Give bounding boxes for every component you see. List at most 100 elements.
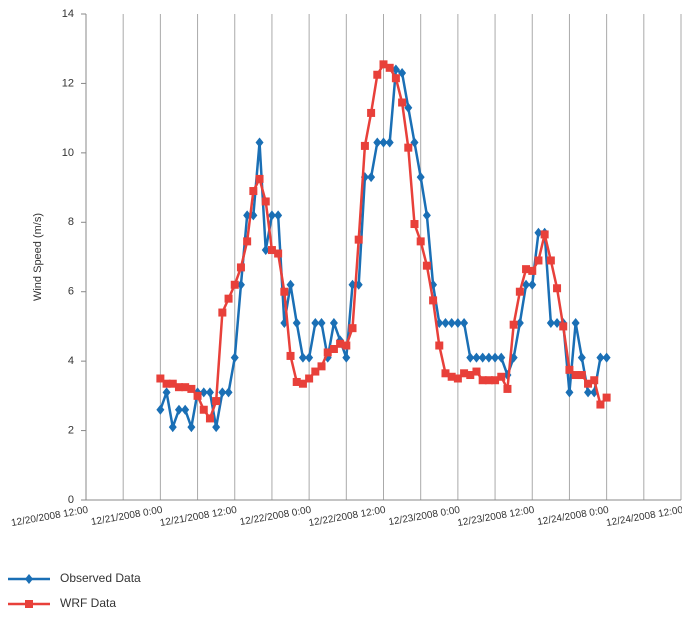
- data-point: [546, 256, 555, 265]
- data-point: [261, 197, 270, 206]
- x-tick-label: 12/21/2008 0:00: [90, 505, 164, 528]
- data-point: [292, 377, 301, 386]
- data-point: [156, 404, 165, 415]
- data-point: [379, 60, 388, 69]
- data-point: [187, 422, 196, 433]
- data-point: [367, 172, 376, 183]
- data-point: [329, 317, 338, 328]
- data-point: [503, 384, 512, 393]
- data-point: [422, 261, 431, 270]
- data-point: [398, 68, 407, 79]
- data-point: [385, 63, 394, 72]
- data-point: [528, 266, 537, 275]
- data-point: [391, 64, 400, 75]
- x-tick-label: 12/20/2008 12:00: [10, 505, 89, 529]
- data-point: [484, 352, 493, 363]
- data-point: [466, 352, 475, 363]
- x-tick-label: 12/22/2008 12:00: [308, 505, 387, 529]
- data-point: [491, 352, 500, 363]
- data-point: [336, 339, 345, 348]
- data-point: [410, 137, 419, 148]
- data-point: [292, 317, 301, 328]
- legend-marker: [25, 574, 33, 584]
- data-point: [255, 137, 264, 148]
- data-point: [497, 372, 506, 381]
- data-point: [305, 374, 314, 383]
- data-point: [317, 317, 326, 328]
- data-point: [373, 70, 382, 79]
- data-point: [590, 376, 599, 385]
- data-point: [478, 352, 487, 363]
- data-point: [497, 352, 506, 363]
- data-point: [162, 387, 171, 398]
- data-point: [162, 379, 171, 388]
- data-point: [286, 351, 295, 360]
- data-point: [267, 210, 276, 221]
- data-point: [602, 393, 611, 402]
- data-point: [249, 187, 258, 196]
- data-point: [540, 230, 549, 239]
- x-tick-label: 12/23/2008 0:00: [388, 505, 462, 528]
- data-point: [329, 344, 338, 353]
- data-point: [342, 352, 351, 363]
- data-point: [391, 74, 400, 83]
- data-point: [584, 387, 593, 398]
- y-tick-label: 8: [68, 216, 74, 228]
- data-point: [447, 372, 456, 381]
- data-point: [298, 379, 307, 388]
- data-point: [230, 280, 239, 289]
- data-point: [515, 287, 524, 296]
- data-point: [174, 404, 183, 415]
- data-point: [199, 405, 208, 414]
- series: [156, 60, 611, 423]
- data-point: [274, 249, 283, 258]
- data-point: [410, 220, 419, 229]
- data-point: [224, 294, 233, 303]
- data-point: [534, 256, 543, 265]
- data-point: [453, 317, 462, 328]
- data-point: [218, 308, 227, 317]
- data-point: [317, 362, 326, 371]
- data-point: [602, 352, 611, 363]
- data-point: [472, 367, 481, 376]
- data-point: [528, 279, 537, 290]
- x-tick-label: 12/21/2008 12:00: [159, 505, 238, 529]
- data-point: [224, 387, 233, 398]
- data-point: [181, 383, 190, 392]
- data-point: [509, 320, 518, 329]
- data-point: [522, 279, 531, 290]
- data-point: [584, 379, 593, 388]
- data-point: [274, 210, 283, 221]
- data-point: [212, 397, 221, 406]
- data-point: [484, 376, 493, 385]
- legend-marker: [25, 600, 33, 608]
- data-point: [596, 352, 605, 363]
- y-tick-label: 6: [68, 286, 74, 298]
- data-point: [286, 279, 295, 290]
- data-point: [460, 317, 469, 328]
- x-tick-label: 12/22/2008 0:00: [239, 505, 313, 528]
- data-point: [373, 137, 382, 148]
- data-point: [429, 296, 438, 305]
- series: [156, 64, 611, 433]
- data-point: [453, 374, 462, 383]
- data-point: [559, 322, 568, 331]
- data-point: [156, 374, 165, 383]
- data-point: [571, 371, 580, 380]
- data-point: [218, 387, 227, 398]
- data-point: [404, 143, 413, 152]
- data-point: [168, 379, 177, 388]
- y-tick-label: 10: [62, 147, 74, 159]
- data-point: [187, 384, 196, 393]
- data-point: [385, 137, 394, 148]
- data-point: [367, 108, 376, 117]
- data-point: [236, 263, 245, 272]
- data-point: [441, 317, 450, 328]
- data-point: [422, 210, 431, 221]
- data-point: [199, 387, 208, 398]
- data-point: [243, 237, 252, 246]
- x-tick-label: 12/24/2008 12:00: [605, 505, 682, 529]
- data-point: [348, 324, 357, 333]
- data-point: [305, 352, 314, 363]
